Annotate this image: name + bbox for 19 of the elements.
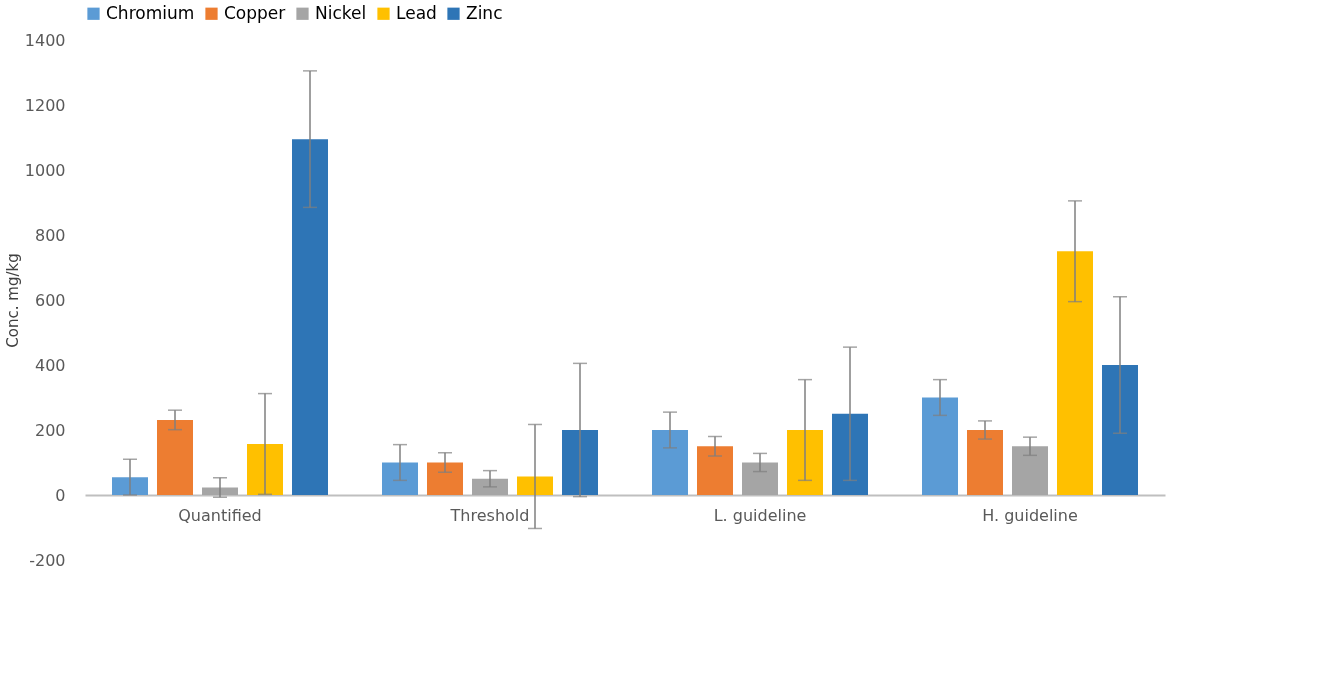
x-tick-label: H. guideline <box>982 505 1078 525</box>
y-tick-label: 1000 <box>24 160 66 180</box>
y-tick-label: 1400 <box>24 30 66 50</box>
y-tick-label: 0 <box>55 485 66 505</box>
y-tick-label: 200 <box>34 420 66 440</box>
y-axis-title: Conc. mg/kg <box>3 253 22 348</box>
y-tick-label: 1200 <box>24 95 66 115</box>
legend-label: Chromium <box>106 2 195 23</box>
x-tick-label: Threshold <box>449 505 530 525</box>
legend-label: Nickel <box>315 2 367 23</box>
legend-label: Copper <box>224 2 286 23</box>
x-tick-label: Quantified <box>178 505 262 525</box>
y-tick-label: 600 <box>34 290 66 310</box>
y-tick-label: 400 <box>34 355 66 375</box>
legend-label: Zinc <box>466 2 503 23</box>
legend-label: Lead <box>396 2 437 23</box>
y-tick-label: 800 <box>34 225 66 245</box>
y-tick-label: -200 <box>29 550 66 570</box>
x-tick-label: L. guideline <box>713 505 807 525</box>
